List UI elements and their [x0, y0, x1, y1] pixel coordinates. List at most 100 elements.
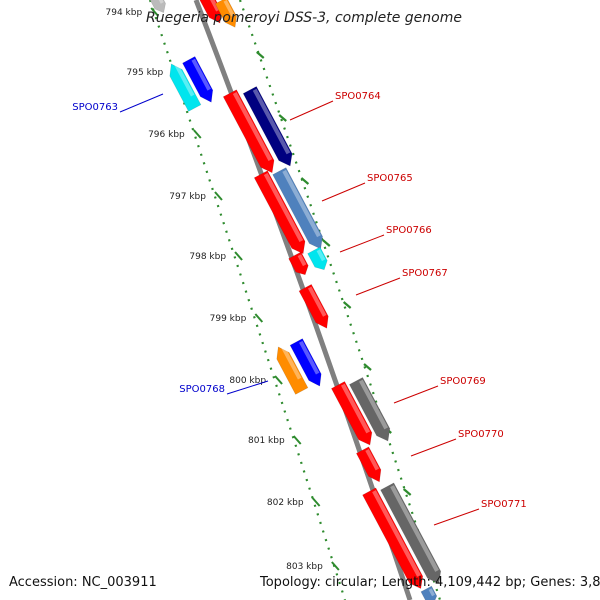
- genome-summary-text: Topology: circular; Length: 4,109,442 bp…: [260, 575, 600, 590]
- gene-label-leader: [433, 508, 480, 526]
- gene-arrow-spo0766-highlight: [297, 254, 307, 267]
- gene-arrow-spo0770-highlight: [365, 449, 380, 471]
- gene-label-leader: [226, 380, 269, 395]
- gene-arrow-spo0768-b: [289, 338, 322, 387]
- gene-arrow-spo0771-shape: [362, 487, 424, 590]
- gene-arrow: [420, 585, 438, 600]
- gene-arrow-spo0764: [222, 89, 275, 174]
- gene-label: SPO0769: [440, 376, 486, 387]
- ruler-tick: [193, 129, 202, 139]
- gene-arrow-spo0771: [362, 487, 424, 590]
- gene-arrow-spo0764-b-shape: [242, 86, 293, 167]
- gene-arrow-spo0767: [298, 284, 329, 329]
- gene-arrow-spo0769-b-shape: [349, 377, 391, 442]
- gene-arrow-spo0770: [355, 446, 382, 483]
- ruler-tick-label: 794 kbp: [106, 8, 143, 18]
- outer-track-tick: [322, 239, 331, 247]
- gene-arrow-spo0771-highlight: [372, 490, 421, 577]
- gene-arrow-highlight: [206, 0, 220, 12]
- gene-label: SPO0765: [367, 173, 413, 184]
- gene-arrow-spo0766: [288, 251, 309, 276]
- gene-arrow-spo0771-b-shape: [380, 482, 442, 585]
- gene-arrow-highlight: [428, 588, 435, 597]
- gene-arrow-shape: [420, 585, 438, 600]
- gene-arrow-spo0763-a-shape: [169, 63, 202, 112]
- gene-label: SPO0764: [335, 91, 381, 102]
- ruler-tick-label: 803 kbp: [286, 562, 323, 572]
- gene-arrow-spo0768-a-shape: [276, 346, 309, 395]
- gene-arrow-spo0768-b-shape: [289, 338, 322, 387]
- gene-arrow-spo0766-shape: [288, 251, 309, 276]
- gene-arrow-spo0767-highlight: [307, 286, 327, 317]
- gene-arrow-shape: [214, 0, 237, 28]
- gene-label: SPO0770: [458, 429, 504, 440]
- ruler-tick-label: 801 kbp: [248, 436, 285, 446]
- gene-arrow-spo0764-shape: [222, 89, 275, 174]
- gene-arrow-spo0769: [331, 381, 373, 446]
- gene-label-leader: [119, 93, 164, 113]
- gene-label-leader: [393, 385, 439, 404]
- ruler-tick: [311, 497, 321, 507]
- gene-arrow-spo0770-shape: [355, 446, 382, 483]
- gene-arrow-spo0763-a-highlight: [174, 62, 195, 97]
- gene-arrow-shape: [146, 0, 166, 14]
- genome-title: Ruegeria pomeroyi DSS-3, complete genome: [146, 10, 462, 26]
- ruler-tick: [274, 375, 283, 385]
- gene-arrow-spo0765-shape: [253, 170, 306, 255]
- ruler-tick: [214, 191, 223, 201]
- gene-arrow-spo0769-b: [349, 377, 391, 442]
- gene-label-leader: [355, 277, 401, 296]
- ruler-tick: [331, 561, 340, 571]
- gene-arrow-spo0768-b-highlight: [299, 340, 320, 375]
- gene-arrow-spo0768-a-highlight: [281, 345, 302, 380]
- ruler-track-outer: [238, 0, 442, 600]
- gene-label-leader: [321, 182, 366, 202]
- gene-arrow-spo0765-b: [272, 167, 323, 250]
- gene-label-leader: [289, 100, 334, 121]
- gene-arrow-spo0765-highlight: [263, 172, 304, 243]
- gene-arrow-spo0765: [253, 170, 306, 255]
- gene-arrow-spo0769-b-highlight: [359, 379, 389, 430]
- gene-arrow: [146, 0, 166, 14]
- outer-track-tick: [342, 301, 352, 309]
- outer-track-tick: [402, 488, 412, 496]
- outer-track-tick: [300, 177, 310, 185]
- outer-track-tick: [278, 114, 287, 122]
- gene-label: SPO0766: [386, 225, 432, 236]
- ruler-tick: [292, 435, 302, 445]
- gene-arrow-spo0764-b: [242, 86, 293, 167]
- gene-arrow-spo0763-b: [182, 56, 214, 103]
- gene-arrow-spo0768-a: [276, 345, 309, 395]
- gene-arrow-highlight: [154, 0, 164, 4]
- gene-arrow-spo0771-b: [380, 482, 442, 585]
- gene-arrow-spo0769-highlight: [341, 383, 371, 434]
- ruler-tick-label: 797 kbp: [169, 192, 206, 202]
- gene-arrow: [214, 0, 237, 28]
- gene-label: SPO0763: [72, 102, 118, 113]
- gene-arrow-spo0763-b-shape: [182, 56, 214, 103]
- ruler-tick-label: 798 kbp: [189, 252, 226, 262]
- ruler-tick-label: 800 kbp: [229, 376, 266, 386]
- ruler-tick: [254, 313, 264, 323]
- ruler-tick-label: 799 kbp: [210, 314, 247, 324]
- outer-track-tick: [363, 363, 372, 371]
- gene-label: SPO0768: [179, 384, 225, 395]
- gene-arrow-spo0769-shape: [331, 381, 373, 446]
- gene-arrow-spo0763-a: [169, 62, 202, 112]
- accession-text: Accession: NC_003911: [9, 575, 157, 590]
- ruler-tick-label: 796 kbp: [148, 130, 185, 140]
- gene-arrow-spo0767-shape: [298, 284, 329, 329]
- gene-arrow-highlight: [223, 0, 235, 17]
- gene-arrow-spo0764-b-highlight: [252, 88, 291, 155]
- gene-arrow-spo0766-b-shape: [307, 246, 328, 271]
- ruler-tick-label: 802 kbp: [267, 498, 304, 508]
- gene-label-leader: [410, 438, 457, 457]
- ruler-track-inner: [148, 0, 347, 600]
- gene-arrow-spo0766-b: [307, 246, 328, 271]
- ruler-tick-label: 795 kbp: [127, 68, 164, 78]
- gene-arrow-spo0766-b-highlight: [316, 249, 326, 262]
- ruler-tick: [150, 7, 159, 17]
- gene-arrow-spo0771-b-highlight: [390, 485, 439, 572]
